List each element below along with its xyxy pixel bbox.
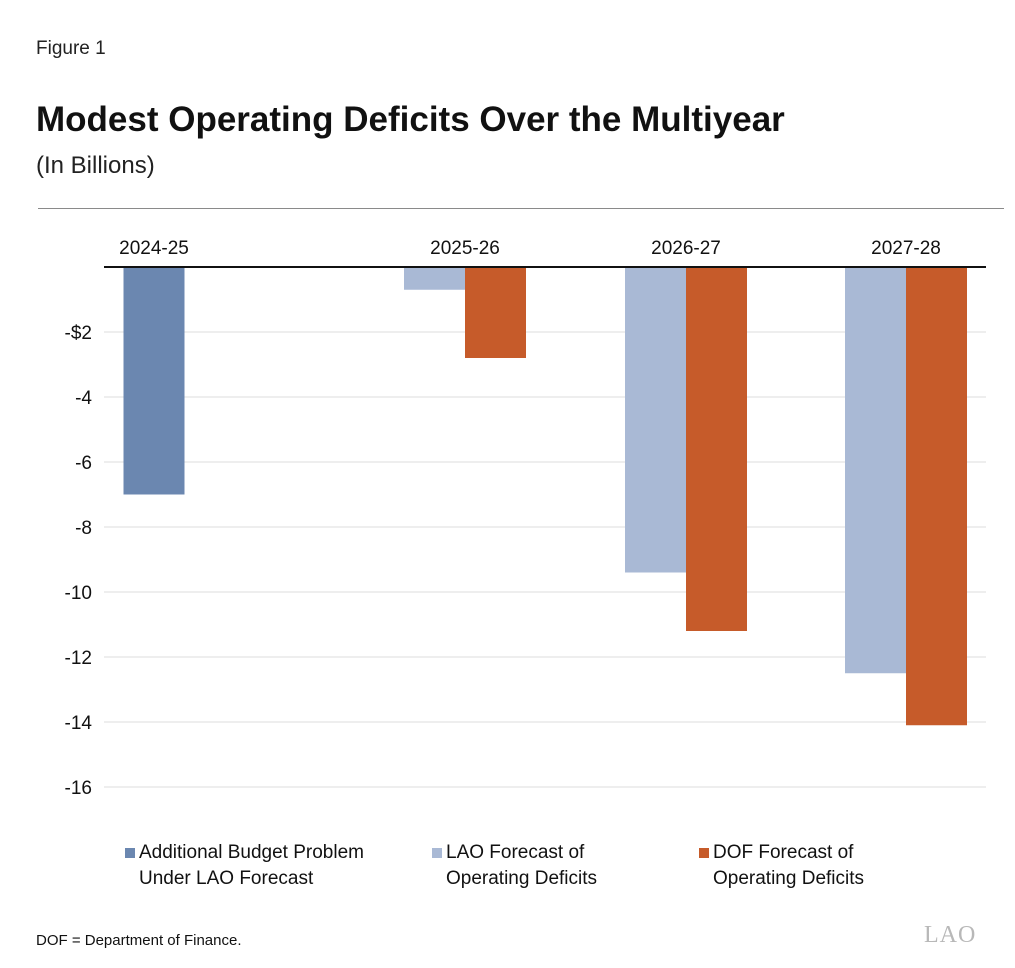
bar-2027-28-series-1 <box>845 267 906 674</box>
bar-2025-26-series-1 <box>404 267 465 290</box>
y-tick-label: -10 <box>65 583 92 604</box>
legend-label: LAO Forecast of Operating Deficits <box>446 842 598 889</box>
figure-label: Figure 1 <box>36 38 106 59</box>
bar-2025-26-series-2 <box>465 267 526 358</box>
title-divider <box>38 208 1004 209</box>
y-tick-label: -14 <box>65 713 93 734</box>
y-tick-label: -12 <box>65 648 92 669</box>
legend-swatch <box>699 848 709 858</box>
y-tick-label: -$2 <box>65 323 92 344</box>
x-tick-label: 2024-25 <box>119 238 189 259</box>
y-tick-label: -16 <box>65 778 92 799</box>
legend-label: DOF Forecast of Operating Deficits <box>713 842 865 889</box>
chart-title: Modest Operating Deficits Over the Multi… <box>36 100 785 139</box>
x-tick-label: 2027-28 <box>871 238 941 259</box>
footnote: DOF = Department of Finance. <box>36 932 242 949</box>
legend-swatch <box>432 848 442 858</box>
bar-2026-27-series-2 <box>686 267 747 631</box>
x-tick-label: 2025-26 <box>430 238 500 259</box>
chart-subtitle: (In Billions) <box>36 152 155 179</box>
legend-swatch <box>125 848 135 858</box>
bar-2027-28-series-2 <box>906 267 967 726</box>
y-tick-label: -4 <box>75 388 92 409</box>
bar-chart: -$2 -4 -6 -8 -10 -12 -14 -16 2024-25 2025-26 2026-… <box>65 238 986 799</box>
bar-2026-27-series-1 <box>625 267 686 573</box>
legend-label: Additional Budget Problem Under LAO Fore… <box>139 842 364 889</box>
x-tick-label: 2026-27 <box>651 238 721 259</box>
y-tick-label: -6 <box>75 453 92 474</box>
bar-2024-25-series-0 <box>123 267 185 495</box>
y-tick-label: -8 <box>75 518 92 539</box>
lao-logo: LAO <box>924 922 977 948</box>
